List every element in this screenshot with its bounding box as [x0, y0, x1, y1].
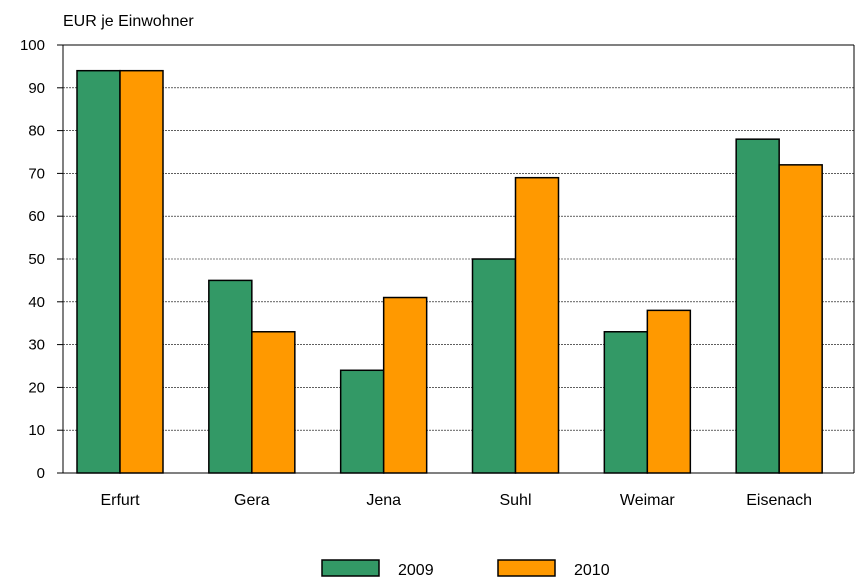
y-tick-label-70: 70: [28, 165, 45, 182]
y-tick-label-40: 40: [28, 294, 45, 311]
y-tick-label-100: 100: [20, 37, 45, 54]
legend-swatch-2009: [321, 559, 380, 577]
bar-2010-weimar: [646, 309, 692, 474]
x-tick-label-jena: Jena: [366, 492, 401, 509]
bar-2009-weimar: [603, 331, 649, 474]
legend-label-2009: 2009: [398, 562, 434, 579]
y-axis-unit-label: EUR je Einwohner: [63, 13, 194, 30]
bars: [76, 69, 823, 474]
y-tick-label-50: 50: [28, 251, 45, 268]
bar-2009-gera: [208, 279, 253, 474]
bar-2009-eisenach: [735, 138, 780, 474]
legend-label-2010: 2010: [574, 562, 610, 579]
y-tick-label-90: 90: [28, 80, 45, 97]
x-tick-label-eisenach: Eisenach: [746, 492, 812, 509]
x-tick-label-suhl: Suhl: [499, 492, 531, 509]
bar-2010-suhl: [514, 176, 560, 474]
y-tick-label-80: 80: [28, 123, 45, 140]
bar-2009-suhl: [471, 258, 517, 474]
y-tick-label-60: 60: [28, 208, 45, 225]
bar-2009-jena: [339, 369, 385, 474]
x-tick-label-erfurt: Erfurt: [100, 492, 140, 509]
y-axis-ticks: 0 10 20 30 40 50 60 70 80 90 100: [20, 37, 63, 482]
bar-2010-eisenach: [778, 164, 823, 474]
bar-2010-jena: [382, 296, 428, 474]
x-axis-labels: Erfurt Gera Jena Suhl Weimar Eisenach: [100, 492, 812, 509]
y-tick-label-10: 10: [28, 422, 45, 439]
y-tick-label-0: 0: [37, 465, 45, 482]
legend-swatch-2010: [497, 559, 556, 577]
bar-2010-erfurt: [119, 69, 164, 474]
x-tick-label-weimar: Weimar: [620, 492, 675, 509]
x-tick-label-gera: Gera: [234, 492, 270, 509]
bar-2009-erfurt: [76, 69, 121, 474]
y-tick-label-30: 30: [28, 337, 45, 354]
y-tick-label-20: 20: [28, 379, 45, 396]
gridlines: [63, 44, 854, 431]
legend: 2009 2010: [321, 559, 610, 579]
bar-2010-gera: [251, 331, 296, 474]
